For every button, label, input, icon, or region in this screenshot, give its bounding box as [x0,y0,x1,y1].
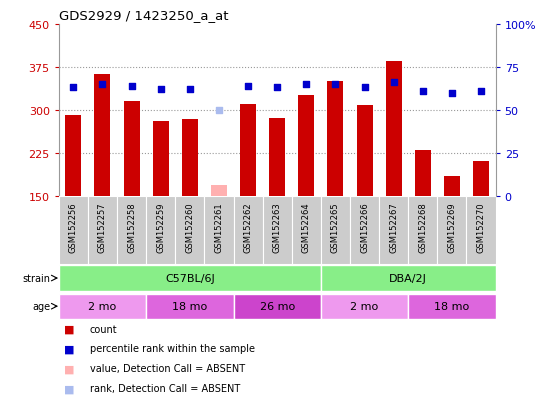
Text: GSM152260: GSM152260 [185,202,194,252]
Bar [328,82,343,196]
Bar [240,105,256,196]
Point [360,85,369,92]
Text: rank, Detection Call = ABSENT: rank, Detection Call = ABSENT [90,383,240,393]
Bar [59,294,146,319]
Bar [379,196,408,264]
Bar [234,196,263,264]
Bar [298,96,314,196]
Bar [66,116,81,196]
Text: value, Detection Call = ABSENT: value, Detection Call = ABSENT [90,363,245,373]
Text: ■: ■ [64,383,75,393]
Bar [321,266,496,291]
Text: ■: ■ [64,363,75,373]
Text: GSM152256: GSM152256 [69,202,78,252]
Text: GSM152265: GSM152265 [331,202,340,252]
Text: age: age [32,301,50,311]
Text: GSM152266: GSM152266 [360,202,369,252]
Bar [292,196,321,264]
Bar [321,196,350,264]
Text: 26 mo: 26 mo [260,301,295,311]
Bar [146,196,175,264]
Bar [59,196,88,264]
Text: C57BL/6J: C57BL/6J [165,273,214,283]
Text: GDS2929 / 1423250_a_at: GDS2929 / 1423250_a_at [59,9,228,22]
Point [98,81,107,88]
Bar [153,122,169,196]
Text: GSM152264: GSM152264 [302,202,311,252]
Point [156,87,165,93]
Text: GSM152258: GSM152258 [127,202,136,252]
Point [273,85,282,92]
Text: GSM152267: GSM152267 [389,202,398,252]
Bar [117,196,146,264]
Bar [408,294,496,319]
Text: ■: ■ [64,344,75,354]
Text: GSM152270: GSM152270 [477,202,486,252]
Point [244,83,253,90]
Bar [437,196,466,264]
Bar [466,196,496,264]
Text: GSM152257: GSM152257 [98,202,107,252]
Point [302,81,311,88]
Bar [444,176,460,196]
Bar [473,162,489,196]
Text: DBA/2J: DBA/2J [389,273,427,283]
Point [447,90,456,97]
Bar [124,102,139,196]
Bar [357,106,372,196]
Bar [204,196,234,264]
Bar [408,196,437,264]
Text: percentile rank within the sample: percentile rank within the sample [90,344,255,354]
Text: 18 mo: 18 mo [172,301,207,311]
Bar [269,119,285,196]
Text: 18 mo: 18 mo [435,301,469,311]
Bar [386,62,402,196]
Text: GSM152263: GSM152263 [273,202,282,252]
Bar [234,294,321,319]
Point [127,83,136,90]
Text: GSM152259: GSM152259 [156,202,165,252]
Bar [350,196,379,264]
Bar [59,266,321,291]
Point [418,88,427,95]
Point [389,80,398,86]
Bar [182,120,198,196]
Text: GSM152261: GSM152261 [214,202,223,252]
Text: strain: strain [22,273,50,283]
Point [69,85,78,92]
Text: 2 mo: 2 mo [351,301,379,311]
Text: count: count [90,324,117,334]
Text: GSM152269: GSM152269 [447,202,456,252]
Bar [88,196,117,264]
Bar [415,150,431,196]
Point [214,107,223,114]
Point [185,87,194,93]
Bar [263,196,292,264]
Bar [95,75,110,196]
Point [477,88,486,95]
Point [331,81,340,88]
Bar [175,196,204,264]
Text: 2 mo: 2 mo [88,301,116,311]
Bar [146,294,234,319]
Text: GSM152262: GSM152262 [244,202,253,252]
Text: GSM152268: GSM152268 [418,202,427,252]
Bar [211,186,227,196]
Text: ■: ■ [64,324,75,334]
Bar [321,294,408,319]
